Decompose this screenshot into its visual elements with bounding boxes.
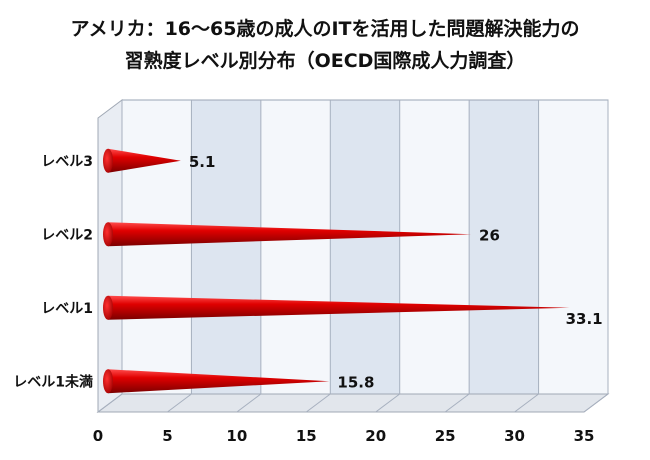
- plot-band: [260, 100, 331, 394]
- category-label: レベル3: [41, 154, 93, 170]
- data-label: 26: [479, 226, 500, 244]
- gridlines: [97, 100, 609, 413]
- floor-gridline: [514, 393, 539, 413]
- plot-band: [399, 100, 470, 394]
- category-label: レベル1: [41, 301, 93, 317]
- bars: [103, 148, 570, 394]
- x-tick-label: 10: [226, 427, 247, 445]
- floor-gridline: [236, 393, 262, 413]
- plot-side-wall: [97, 99, 123, 413]
- bar-3: [108, 295, 570, 320]
- plot-band: [538, 100, 608, 394]
- bar-base-3: [103, 295, 113, 320]
- x-tick-label: 35: [574, 427, 595, 445]
- plot-band: [469, 100, 539, 394]
- plot-band: [122, 100, 192, 394]
- data-label: 5.1: [189, 153, 216, 171]
- x-tick-label: 20: [365, 427, 386, 445]
- x-tick-label: 15: [296, 427, 317, 445]
- bar-base-1: [103, 148, 113, 173]
- floor-gridline: [375, 393, 401, 413]
- floor-gridline: [305, 393, 331, 413]
- floor-gridline: [97, 393, 123, 413]
- floor-gridline: [444, 393, 470, 413]
- x-tick-label: 30: [504, 427, 525, 445]
- chart-title: アメリカ：16～65歳の成人のITを活用した問題解決能力の: [70, 18, 580, 40]
- plot-floor: [96, 393, 610, 413]
- bar-base-2: [103, 222, 113, 247]
- category-label: レベル1未満: [13, 373, 93, 390]
- chart-subtitle: 習熟度レベル別分布（OECD国際成人力調査）: [124, 50, 526, 72]
- bar-2: [108, 222, 472, 247]
- x-tick-label: 0: [93, 427, 103, 445]
- bar-4: [108, 369, 330, 394]
- x-tick-label: 25: [435, 427, 456, 445]
- data-label: 33.1: [566, 310, 603, 328]
- x-tick-label: 5: [162, 427, 172, 445]
- plot-band: [191, 100, 261, 394]
- plot-area: [96, 99, 610, 413]
- floor-gridline: [583, 393, 609, 413]
- data-label: 15.8: [337, 373, 374, 391]
- floor-gridline: [167, 393, 192, 413]
- bar-base-4: [103, 369, 113, 394]
- plot-band: [330, 100, 400, 394]
- category-label: レベル2: [41, 227, 93, 243]
- bar-1: [108, 148, 181, 173]
- labels: 0 5 10 15 20 25 30 35 レベル3 5.1 レベル2 26 レベル1 33.1 レベル1未…: [13, 153, 602, 445]
